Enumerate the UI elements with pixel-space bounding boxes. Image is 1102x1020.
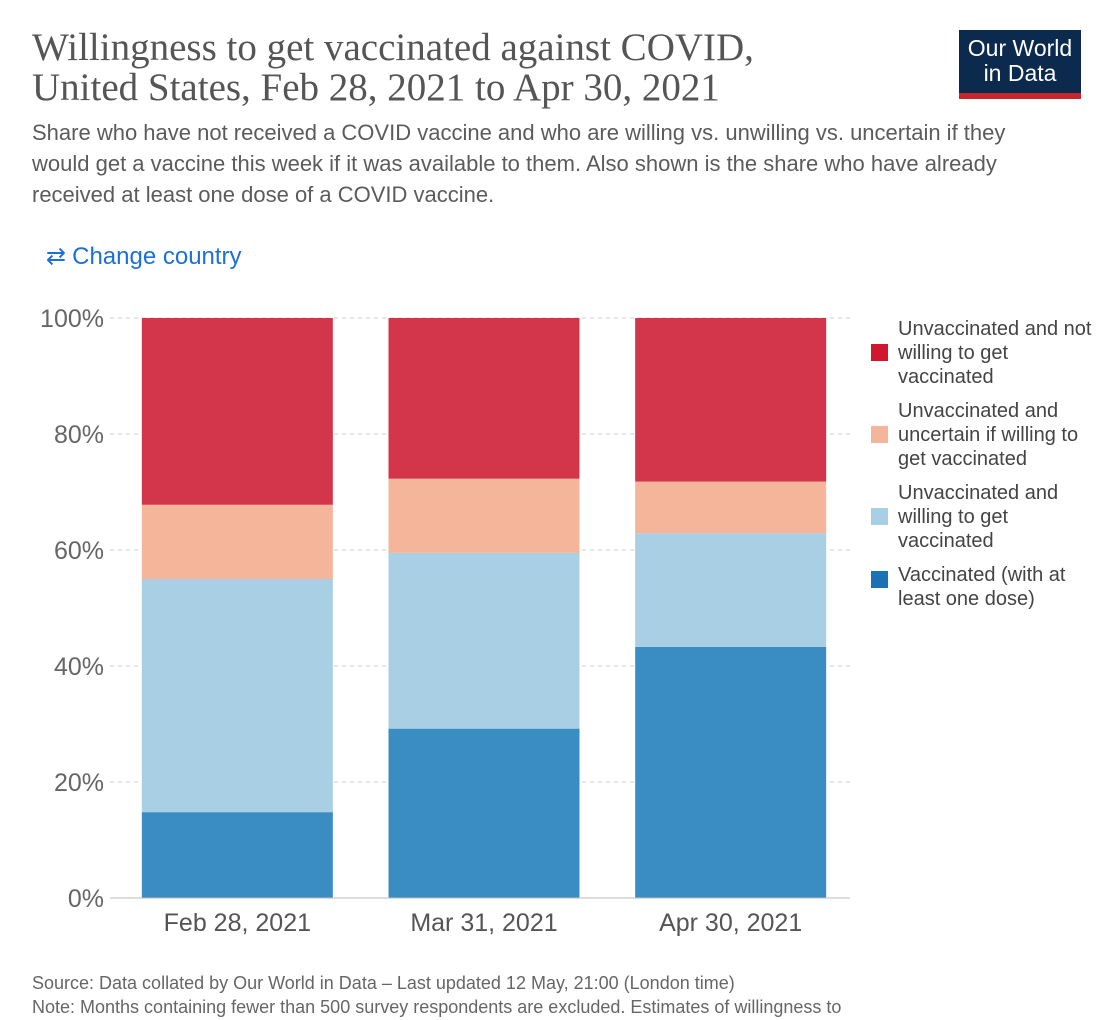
legend-item-vaccinated[interactable]: Vaccinated (with at least one dose)	[871, 563, 1096, 611]
legend-swatch-uncertain	[871, 426, 888, 443]
y-tick-label: 40%	[54, 653, 104, 681]
bar-segment[interactable]	[388, 478, 580, 553]
chart-subtitle: Share who have not received a COVID vacc…	[32, 120, 1006, 207]
legend-item-uncertain[interactable]: Unvaccinated and uncertain if willing to…	[871, 399, 1096, 471]
legend-item-not-willing[interactable]: Unvaccinated and not willing to get vacc…	[871, 317, 1096, 389]
bar-segment[interactable]	[635, 646, 827, 898]
bar-segment[interactable]	[141, 812, 333, 898]
logo-line-1: Our World	[967, 35, 1073, 61]
chart-title: Willingness to get vaccinated against CO…	[32, 28, 932, 108]
legend-label-not-willing: Unvaccinated and not willing to get vacc…	[898, 318, 1092, 388]
y-tick-label: 80%	[54, 421, 104, 449]
legend-label-vaccinated: Vaccinated (with at least one dose)	[898, 564, 1066, 610]
legend-label-willing: Unvaccinated and willing to get vaccinat…	[898, 482, 1059, 552]
title-line-2: United States, Feb 28, 2021 to Apr 30, 2…	[32, 66, 720, 109]
legend-swatch-vaccinated	[871, 571, 888, 588]
bar-segment[interactable]	[635, 318, 827, 482]
bar-segment[interactable]	[635, 533, 827, 647]
bar-segment[interactable]	[141, 579, 333, 813]
y-tick-label: 60%	[54, 537, 104, 565]
y-tick-label: 0%	[68, 885, 104, 913]
legend-swatch-not-willing	[871, 344, 888, 361]
x-tick-label: Mar 31, 2021	[410, 909, 557, 937]
y-axis-ticks: 0% 20% 40% 60% 80% 100%	[40, 305, 104, 913]
title-line-1: Willingness to get vaccinated against CO…	[32, 26, 754, 69]
bar-segment[interactable]	[388, 552, 580, 729]
bar-segment[interactable]	[388, 728, 580, 898]
bar-segment[interactable]	[141, 504, 333, 579]
stacked-bar-chart: 0% 20% 40% 60% 80% 100% Feb 28, 2021 Mar 31, 2…	[40, 305, 850, 937]
methodology-note: Note: Months containing fewer than 500 s…	[32, 997, 842, 1017]
y-tick-label: 20%	[54, 769, 104, 797]
x-tick-label: Apr 30, 2021	[659, 909, 802, 937]
y-tick-label: 100%	[40, 305, 104, 333]
source-note: Source: Data collated by Our World in Da…	[32, 973, 735, 993]
legend-swatch-willing	[871, 508, 888, 525]
bars	[141, 318, 827, 898]
chart-footer: Source: Data collated by Our World in Da…	[32, 971, 1092, 1019]
chart-legend: Unvaccinated and not willing to get vacc…	[871, 317, 1096, 621]
logo-line-2: in Data	[983, 60, 1057, 86]
legend-item-willing[interactable]: Unvaccinated and willing to get vaccinat…	[871, 481, 1096, 553]
swap-arrows-icon: ⇄	[46, 243, 67, 270]
change-country-button[interactable]: ⇄ Change country	[46, 243, 242, 271]
bar-segment[interactable]	[141, 318, 333, 505]
owid-logo[interactable]: Our World in Data	[959, 30, 1081, 99]
x-tick-label: Feb 28, 2021	[164, 909, 311, 937]
bar-segment[interactable]	[388, 318, 580, 479]
change-country-label: Change country	[72, 243, 242, 270]
legend-label-uncertain: Unvaccinated and uncertain if willing to…	[898, 400, 1079, 470]
bar-segment[interactable]	[635, 481, 827, 534]
x-axis-ticks: Feb 28, 2021 Mar 31, 2021 Apr 30, 2021	[164, 909, 803, 937]
